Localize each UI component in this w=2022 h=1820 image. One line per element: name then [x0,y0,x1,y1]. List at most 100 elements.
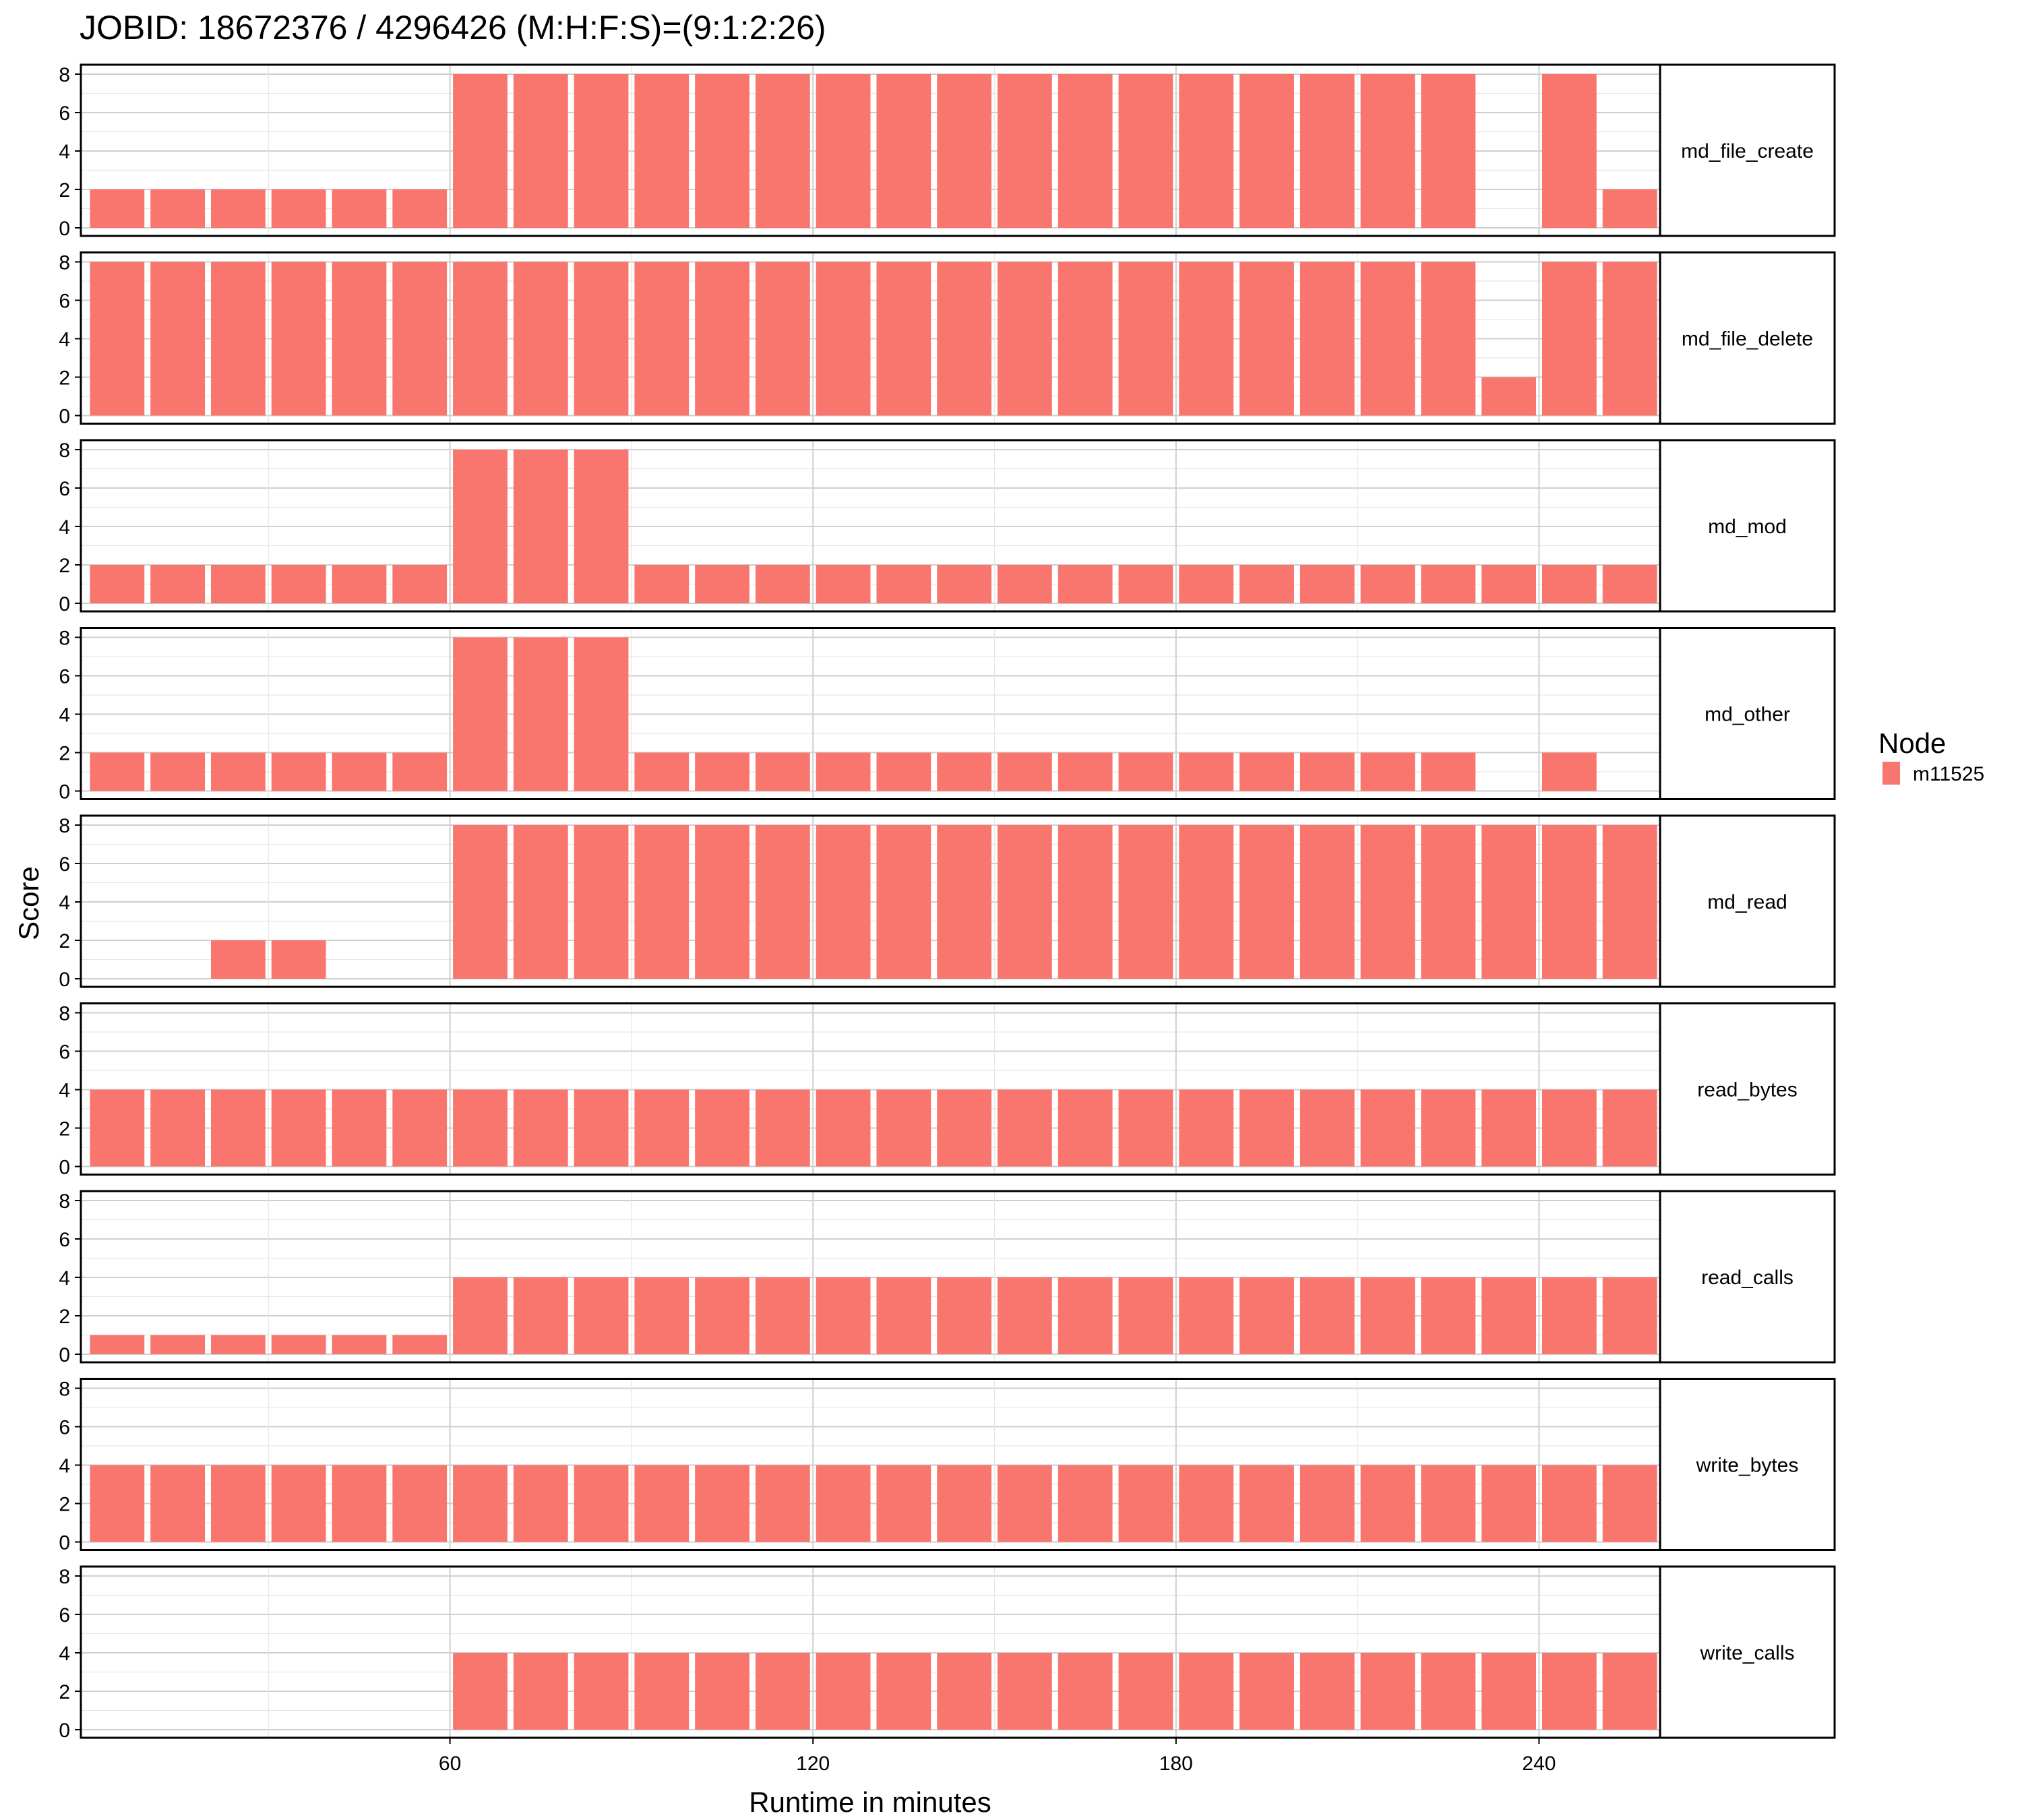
bar [755,262,810,416]
facet-strip [1659,1002,1836,1176]
bar [1299,825,1355,979]
bar [1118,74,1173,228]
bar [937,825,992,979]
bar [1602,189,1657,228]
bar [937,1465,992,1542]
bar [937,74,992,228]
bar [1299,1653,1355,1730]
bar [1421,565,1476,603]
y-tick-label: 2 [59,1306,70,1328]
bar [1239,565,1294,603]
bar [271,1465,326,1542]
bar [90,1089,145,1167]
bar [1239,1277,1294,1354]
bar [876,262,931,416]
bar [90,752,145,791]
facet-label: read_calls [1701,1267,1794,1289]
bar [755,752,810,791]
bar [271,1335,326,1354]
bar [150,1089,206,1167]
facet-strip [1659,63,1836,237]
y-tick-label: 0 [59,593,70,615]
bar [1239,1465,1294,1542]
bar [1239,1653,1294,1730]
bar [1179,825,1234,979]
bar [816,1465,871,1542]
bar [937,565,992,603]
y-tick-label: 8 [59,252,70,274]
bar [392,1089,448,1167]
bar [332,565,387,603]
bar [332,1335,387,1354]
bar [1239,825,1294,979]
bar [271,752,326,791]
bar [1602,825,1657,979]
bar [1421,1653,1476,1730]
bar [271,262,326,416]
bar [271,1089,326,1167]
bar [90,1465,145,1542]
bar [876,1465,931,1542]
bar [1058,1089,1113,1167]
bar [695,752,749,791]
y-tick-label: 2 [59,179,70,202]
bar [574,825,629,979]
bar [1299,1465,1355,1542]
bar [998,565,1052,603]
legend-title: Node [1878,727,1946,759]
bar [1481,1089,1536,1167]
bar [453,262,508,416]
bar [876,752,931,791]
bar [453,74,508,228]
y-axis-label: Score [13,866,44,940]
bar [937,752,992,791]
bar [150,565,206,603]
bar [1421,74,1476,228]
bar [1299,1089,1355,1167]
bar [332,262,387,416]
bar [1602,1653,1657,1730]
bar [513,74,568,228]
facet-strip [1659,1378,1836,1551]
bar [998,1089,1052,1167]
x-tick-label: 240 [1522,1753,1556,1775]
legend-key-m11525 [1882,762,1900,785]
y-tick-label: 4 [59,892,70,914]
bar [1541,74,1597,228]
x-tick-label: 120 [796,1753,830,1775]
y-tick-label: 4 [59,1080,70,1102]
bar [392,262,448,416]
facet-panel-md_other: md_other 0 2 4 6 8 [59,627,1836,803]
bar [634,825,690,979]
facet-label: read_bytes [1697,1079,1797,1101]
bar [634,1465,690,1542]
bar [150,752,206,791]
bar [1179,1465,1234,1542]
bar [1179,1653,1234,1730]
bar [998,74,1052,228]
bar [998,1465,1052,1542]
y-tick-label: 0 [59,1532,70,1554]
facet-panel-read_bytes: read_bytes 0 2 4 6 8 [59,1002,1836,1179]
y-tick-label: 8 [59,1566,70,1588]
x-tick-label: 60 [439,1753,461,1775]
bar [1481,565,1536,603]
bar [755,825,810,979]
facet-label: md_mod [1708,516,1787,538]
facet-label: write_bytes [1696,1455,1799,1477]
bar [1541,752,1597,791]
bar [634,1277,690,1354]
bar [1118,1277,1173,1354]
y-tick-label: 2 [59,1494,70,1516]
y-tick-label: 4 [59,1643,70,1665]
bar [1541,565,1597,603]
y-tick-label: 6 [59,1604,70,1627]
bar [513,637,568,791]
legend: Node m11525 [1878,727,1984,785]
bar [1118,262,1173,416]
bar [1058,262,1113,416]
bar [1602,1089,1657,1167]
bar [1058,825,1113,979]
bar [695,825,749,979]
